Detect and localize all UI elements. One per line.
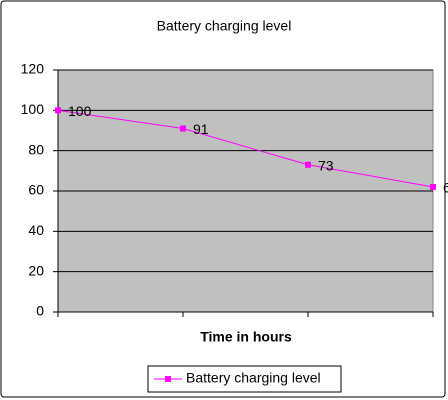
y-tick-label: 80 bbox=[28, 141, 44, 157]
line bbox=[57, 109, 434, 188]
legend-marker bbox=[165, 376, 171, 382]
data-label: 100 bbox=[68, 103, 92, 119]
y-tick-label: 100 bbox=[21, 101, 45, 117]
chart-title: Battery charging level bbox=[157, 18, 292, 34]
y-tick-label: 40 bbox=[28, 222, 44, 238]
marker bbox=[430, 183, 436, 190]
data-label: 73 bbox=[318, 157, 334, 173]
y-tick-label: 60 bbox=[28, 182, 44, 198]
data-label: 91 bbox=[193, 121, 209, 137]
x-axis-title: Time in hours bbox=[200, 329, 292, 345]
y-tick-label: 20 bbox=[28, 262, 44, 278]
marker bbox=[305, 161, 311, 168]
y-tick-label: 120 bbox=[21, 61, 45, 77]
data-label: 62 bbox=[443, 180, 448, 196]
marker bbox=[180, 125, 186, 132]
marker bbox=[55, 107, 61, 114]
y-tick-label: 0 bbox=[36, 303, 44, 319]
legend-label: Battery charging level bbox=[186, 370, 321, 386]
